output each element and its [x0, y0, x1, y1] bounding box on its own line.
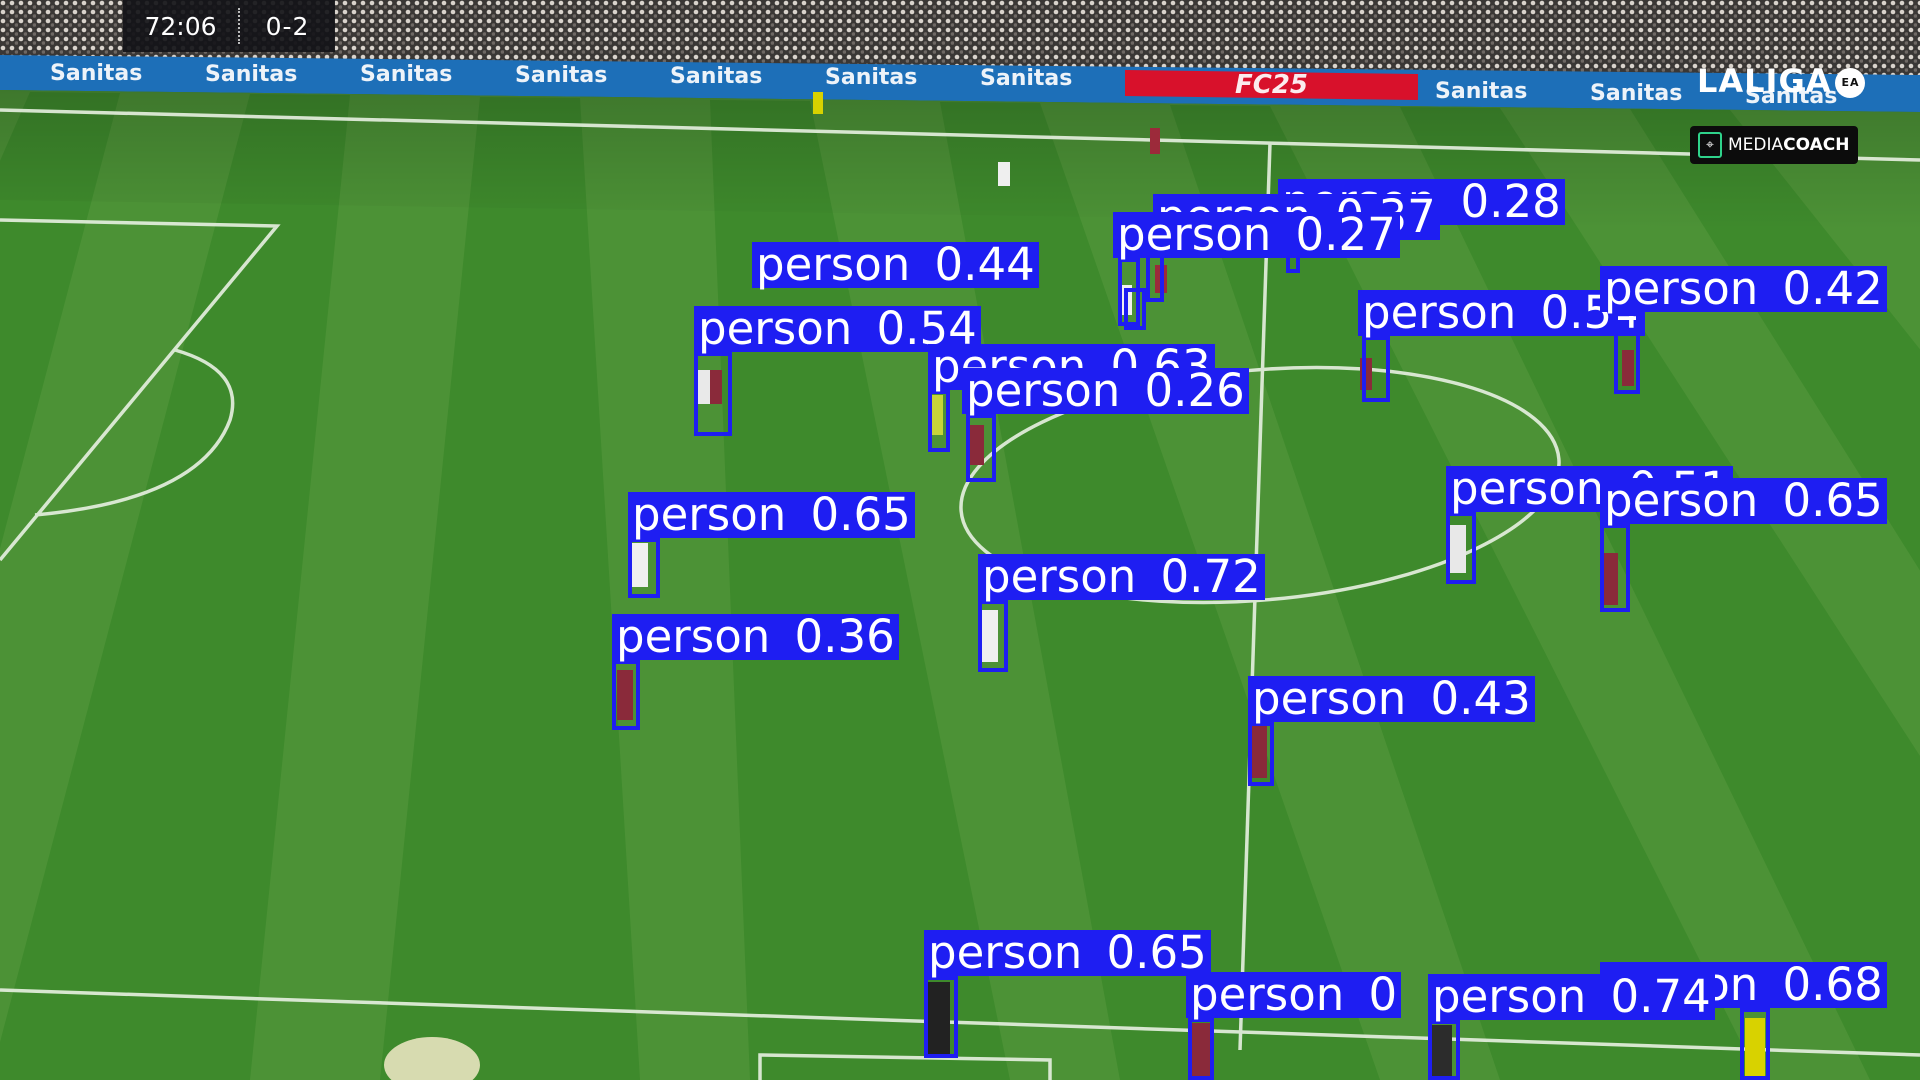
laliga-wordmark: LALIGA — [1697, 62, 1832, 100]
sponsor-text: Sanitas — [670, 64, 762, 89]
player-figure — [970, 425, 984, 465]
detection-box: person 0.51 — [1446, 466, 1733, 584]
sponsor-text: Sanitas — [515, 63, 607, 88]
player-figure — [1745, 1018, 1765, 1078]
detection-frame — [1124, 288, 1146, 330]
player-figure — [928, 982, 950, 1058]
detection-label: person 0.27 — [1113, 212, 1400, 258]
player-figure — [710, 370, 722, 404]
detection-box: person 0.63 — [928, 344, 1215, 452]
detection-label: person 0.65 — [1600, 478, 1887, 524]
detection-frame — [1600, 524, 1630, 612]
detection-box: person 0.68 — [1600, 962, 1887, 1080]
detection-box: person 0.43 — [1248, 676, 1535, 786]
detection-label: person 0 — [1186, 972, 1402, 1018]
detection-frame — [1740, 1008, 1770, 1080]
detection-label: person 0.74 — [1428, 974, 1715, 1020]
detection-box: person 0.65 — [628, 492, 915, 598]
pitch-markings — [0, 108, 1920, 1080]
detection-label: person 0.65 — [924, 930, 1211, 976]
detection-label: person 0.72 — [978, 554, 1265, 600]
detection-frame — [924, 976, 958, 1058]
detection-box: person 0.36 — [612, 614, 899, 730]
player-figure — [931, 395, 943, 435]
player-figure — [1430, 1025, 1452, 1080]
detection-frame — [978, 600, 1008, 672]
sponsor-text: Sanitas — [1590, 81, 1682, 106]
detection-frame — [1428, 1020, 1460, 1080]
detection-box: person 0.26 — [962, 368, 1249, 482]
detection-label: person 0.26 — [962, 368, 1249, 414]
detection-box: person 0.27 — [1113, 212, 1400, 326]
player-figure — [1249, 726, 1267, 778]
detection-frame — [928, 390, 950, 452]
detection-frame — [1614, 312, 1640, 394]
player-figure — [1602, 553, 1618, 605]
detection-box: person 0.42 — [1600, 266, 1887, 394]
detection-label: person 0.54 — [694, 306, 981, 352]
scoreboard-divider — [238, 8, 240, 44]
player-figure — [698, 370, 710, 404]
sponsor-texts: Sanitas Sanitas Sanitas Sanitas Sanitas … — [50, 61, 1837, 109]
sponsor-text: Sanitas — [205, 62, 297, 87]
detection-box: person 0.74 — [1428, 974, 1715, 1080]
player-figure — [617, 670, 633, 720]
detection-label: person 0.44 — [752, 242, 1039, 288]
player-figure — [998, 162, 1010, 186]
detection-frame — [694, 352, 732, 436]
player-figure — [813, 92, 823, 114]
crest-icon — [384, 1037, 480, 1080]
sponsor-text: FC25 — [1235, 70, 1308, 100]
player-figure — [982, 610, 998, 662]
detection-box: person 0.65 — [1600, 478, 1887, 612]
detection-label: person 0.42 — [1600, 266, 1887, 312]
watermark-suffix: COACH — [1783, 135, 1850, 155]
detection-label: person 0.43 — [1248, 676, 1535, 722]
match-score: 0-2 — [265, 11, 310, 41]
mediacoach-watermark: ⌖ MEDIA COACH — [1690, 126, 1858, 164]
scoreboard: 72:06 0-2 — [123, 0, 335, 52]
laliga-logo: LALIGA EA — [1697, 62, 1866, 100]
match-clock: 72:06 — [144, 11, 217, 41]
sponsor-text: Sanitas — [360, 62, 452, 87]
detection-frame — [966, 414, 996, 482]
detection-label: person 0.36 — [612, 614, 899, 660]
player-figure — [1450, 525, 1466, 573]
advertising-boards — [0, 55, 1920, 112]
sponsor-text: Sanitas — [1435, 79, 1527, 104]
detection-frame — [628, 538, 660, 598]
detection-box: person 0.54 — [1358, 290, 1645, 402]
detection-frame — [1362, 336, 1390, 402]
watermark-prefix: MEDIA — [1728, 135, 1784, 155]
player-figure — [1622, 350, 1634, 386]
player-figure — [632, 543, 648, 587]
sponsor-text: Sanitas — [50, 61, 142, 86]
detection-box: person 0.72 — [978, 554, 1265, 672]
mediacoach-icon: ⌖ — [1698, 132, 1722, 158]
sponsor-text: Sanitas — [1745, 84, 1837, 109]
detection-box: person 0.65 — [924, 930, 1211, 1058]
ea-sports-icon: EA — [1835, 68, 1866, 98]
player-figure — [1150, 128, 1160, 154]
sponsor-text: Sanitas — [825, 65, 917, 90]
detection-box: person 0.54 — [694, 306, 981, 436]
detection-frame — [1118, 258, 1140, 326]
player-figure — [1190, 1023, 1210, 1080]
detection-box: person 0.44 — [752, 242, 1146, 330]
detection-frame — [1248, 722, 1274, 786]
detection-frame — [612, 660, 640, 730]
sponsor-text: Sanitas — [980, 66, 1072, 91]
detection-frame — [1446, 512, 1476, 584]
detection-frame — [1188, 1018, 1214, 1080]
detection-label: person 0.65 — [628, 492, 915, 538]
detection-box: person 0 — [1186, 972, 1402, 1080]
